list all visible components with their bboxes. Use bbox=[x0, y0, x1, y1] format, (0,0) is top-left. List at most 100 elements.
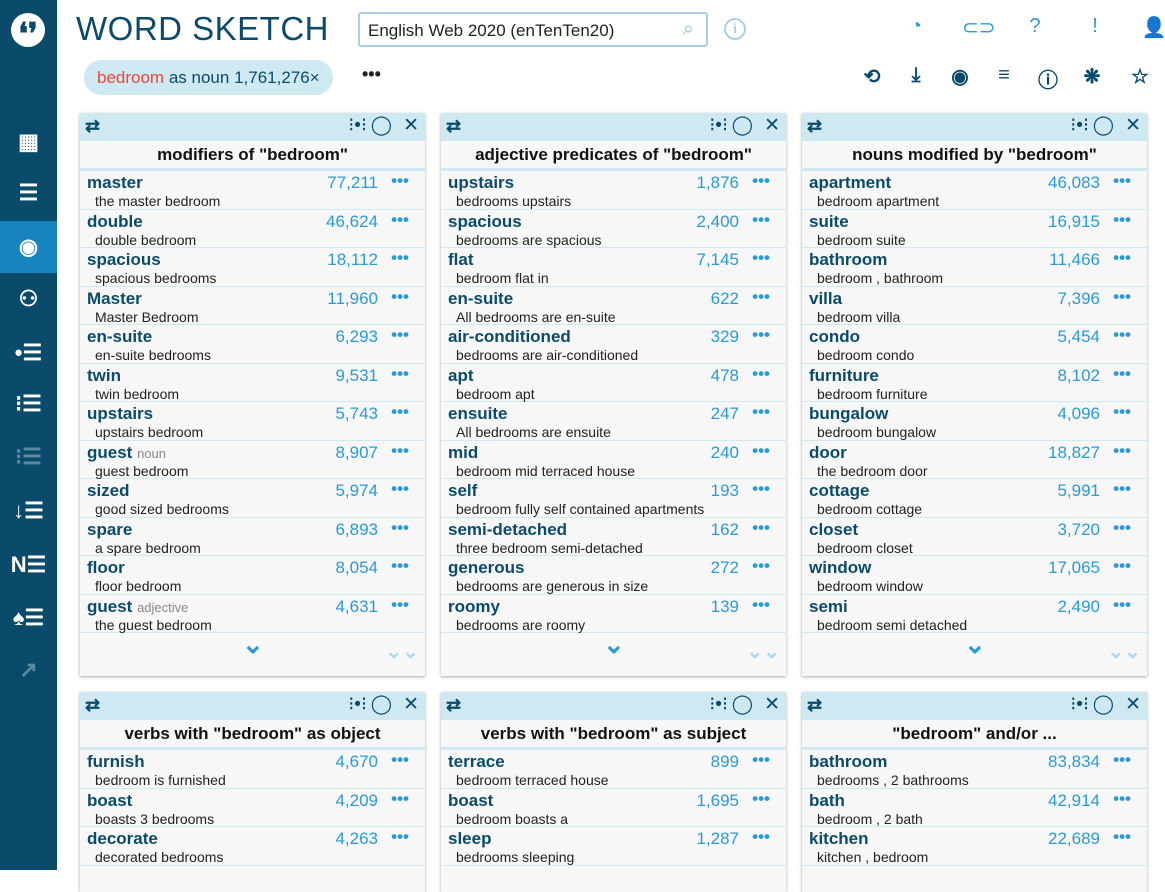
collocate-word[interactable]: villa bbox=[809, 289, 842, 309]
collocation-row[interactable]: double double bedroom 46,624 ••• bbox=[80, 209, 425, 248]
search-icon[interactable]: ⌕ bbox=[682, 18, 694, 40]
maximize-icon[interactable]: ◯ bbox=[1092, 694, 1114, 715]
more-options-button[interactable]: ••• bbox=[752, 750, 770, 769]
more-options-button[interactable]: ••• bbox=[1113, 750, 1131, 769]
more-options-button[interactable]: ••• bbox=[391, 402, 409, 421]
more-options-button[interactable]: ••• bbox=[391, 209, 409, 229]
more-options-button[interactable]: ••• bbox=[391, 556, 409, 575]
collocation-row[interactable]: terrace bedroom terraced house 899 ••• bbox=[441, 750, 786, 789]
frequency[interactable]: 11,466 bbox=[1049, 250, 1100, 269]
swap-icon[interactable]: ⇄ bbox=[807, 695, 823, 715]
collocate-word[interactable]: sized bbox=[87, 481, 130, 501]
show-all-icon[interactable]: ⌄⌄ bbox=[1107, 641, 1141, 663]
collocate-word[interactable]: floor bbox=[87, 558, 125, 578]
collocate-word[interactable]: suite bbox=[809, 212, 849, 232]
show-more-icon[interactable]: ⌄ bbox=[964, 629, 986, 659]
favourite-icon[interactable]: ☆ bbox=[1131, 66, 1149, 88]
collocate-word[interactable]: spacious bbox=[448, 212, 522, 232]
collocation-row[interactable]: spacious spacious bedrooms 18,112 ••• bbox=[80, 248, 425, 287]
more-options-button[interactable]: ••• bbox=[752, 325, 770, 344]
swap-icon[interactable]: ⇄ bbox=[446, 695, 462, 715]
frequency[interactable]: 9,531 bbox=[335, 365, 378, 385]
close-icon[interactable]: ✕ bbox=[764, 115, 780, 136]
collocation-row[interactable]: upstairs upstairs bedroom 5,743 ••• bbox=[80, 402, 425, 441]
more-options-button[interactable]: ••• bbox=[752, 402, 770, 421]
corpus-info-icon[interactable]: ◔ bbox=[909, 15, 923, 37]
collocate-word[interactable]: kitchen bbox=[809, 829, 869, 849]
more-options-button[interactable]: ••• bbox=[1113, 363, 1131, 383]
maximize-icon[interactable]: ◯ bbox=[731, 115, 753, 136]
frequency[interactable]: 4,263 bbox=[335, 829, 378, 848]
frequency[interactable]: 1,287 bbox=[696, 829, 739, 848]
frequency[interactable]: 5,454 bbox=[1057, 327, 1100, 346]
view-icon[interactable]: ◉ bbox=[951, 66, 969, 88]
collocate-word[interactable]: mid bbox=[448, 443, 478, 463]
more-options-button[interactable]: ••• bbox=[391, 827, 409, 846]
more-options-button[interactable]: ••• bbox=[752, 248, 770, 267]
collocation-row[interactable]: spare a spare bedroom 6,893 ••• bbox=[80, 518, 425, 556]
collocate-word[interactable]: decorate bbox=[87, 829, 158, 849]
query-more-button[interactable]: ••• bbox=[362, 64, 381, 84]
corpus-info-icon[interactable]: i bbox=[724, 18, 746, 40]
more-options-button[interactable]: ••• bbox=[752, 594, 770, 614]
download-icon[interactable]: ⤓ bbox=[911, 64, 921, 86]
frequency[interactable]: 42,914 bbox=[1048, 790, 1100, 810]
collocation-row[interactable]: bungalow bedroom bungalow 4,096 ••• bbox=[802, 402, 1147, 441]
swap-icon[interactable]: ⇄ bbox=[85, 116, 101, 136]
close-icon[interactable]: ✕ bbox=[1125, 694, 1141, 715]
compact-view-icon[interactable]: ⁝•⁝ bbox=[348, 115, 367, 136]
collocation-row[interactable]: furniture bedroom furniture 8,102 ••• bbox=[802, 363, 1147, 402]
frequency[interactable]: 5,991 bbox=[1057, 481, 1100, 500]
frequency[interactable]: 2,400 bbox=[696, 211, 739, 231]
more-options-button[interactable]: ••• bbox=[391, 594, 409, 614]
swap-icon[interactable]: ⇄ bbox=[85, 695, 101, 715]
frequency[interactable]: 8,054 bbox=[335, 558, 378, 577]
collocation-row[interactable]: window bedroom window 17,065 ••• bbox=[802, 556, 1147, 595]
show-more-icon[interactable]: ⌄ bbox=[242, 629, 264, 659]
compact-view-icon[interactable]: ⁝•⁝ bbox=[348, 694, 367, 715]
help-icon[interactable]: ? bbox=[1029, 15, 1041, 37]
collocate-word[interactable]: spacious bbox=[87, 250, 161, 270]
more-options-button[interactable]: ••• bbox=[752, 209, 770, 229]
compact-view-icon[interactable]: ⁝•⁝ bbox=[1070, 115, 1089, 136]
close-icon[interactable]: ✕ bbox=[403, 115, 419, 136]
close-icon[interactable]: ✕ bbox=[764, 694, 780, 715]
query-pill[interactable]: bedroom as noun 1,761,276× bbox=[84, 60, 333, 95]
collocate-word[interactable]: window bbox=[809, 558, 871, 578]
collocation-row[interactable]: condo bedroom condo 5,454 ••• bbox=[802, 325, 1147, 364]
collocate-word[interactable]: condo bbox=[809, 327, 860, 347]
collocate-word[interactable]: furnish bbox=[87, 752, 145, 772]
collocate-word[interactable]: generous bbox=[448, 558, 525, 578]
collocation-row[interactable]: cottage bedroom cottage 5,991 ••• bbox=[802, 479, 1147, 518]
maximize-icon[interactable]: ◯ bbox=[370, 694, 392, 715]
show-all-icon[interactable]: ⌄⌄ bbox=[746, 641, 780, 663]
more-options-button[interactable]: ••• bbox=[391, 479, 409, 498]
frequency[interactable]: 6,293 bbox=[335, 327, 378, 346]
show-all-icon[interactable]: ⌄⌄ bbox=[385, 641, 419, 663]
collocation-row[interactable]: guest adjective the guest bedroom 4,631 … bbox=[80, 594, 425, 633]
collocation-row[interactable]: self bedroom fully self contained apartm… bbox=[441, 479, 786, 518]
more-options-button[interactable]: ••• bbox=[391, 788, 409, 808]
more-options-button[interactable]: ••• bbox=[391, 440, 409, 460]
frequency[interactable]: 18,112 bbox=[327, 250, 378, 269]
frequency[interactable]: 17,065 bbox=[1048, 558, 1100, 577]
more-options-button[interactable]: ••• bbox=[752, 363, 770, 383]
corpus-select[interactable]: English Web 2020 (enTenTen20) ⌕ bbox=[358, 12, 708, 47]
collocate-word[interactable]: semi-detached bbox=[448, 520, 567, 540]
ngrams-icon[interactable]: ⁝☰ bbox=[15, 444, 42, 469]
maximize-icon[interactable]: ◯ bbox=[370, 115, 392, 136]
more-options-button[interactable]: ••• bbox=[752, 286, 770, 306]
sketch-engine-logo[interactable]: ❛❜ bbox=[11, 13, 45, 52]
collocate-word[interactable]: cottage bbox=[809, 481, 869, 501]
more-options-button[interactable]: ••• bbox=[752, 479, 770, 498]
collocation-row[interactable]: master the master bedroom 77,211 ••• bbox=[80, 171, 425, 210]
more-options-button[interactable]: ••• bbox=[1113, 594, 1131, 614]
trends-icon[interactable]: ↗ bbox=[19, 657, 38, 682]
collocate-word[interactable]: roomy bbox=[448, 597, 500, 617]
collocate-word[interactable]: closet bbox=[809, 520, 858, 540]
collocation-row[interactable]: semi bedroom semi detached 2,490 ••• bbox=[802, 594, 1147, 633]
collocate-word[interactable]: en-suite bbox=[448, 289, 513, 309]
collocate-word[interactable]: upstairs bbox=[87, 404, 153, 424]
collocation-row[interactable]: furnish bedroom is furnished 4,670 ••• bbox=[80, 750, 425, 789]
maximize-icon[interactable]: ◯ bbox=[731, 694, 753, 715]
